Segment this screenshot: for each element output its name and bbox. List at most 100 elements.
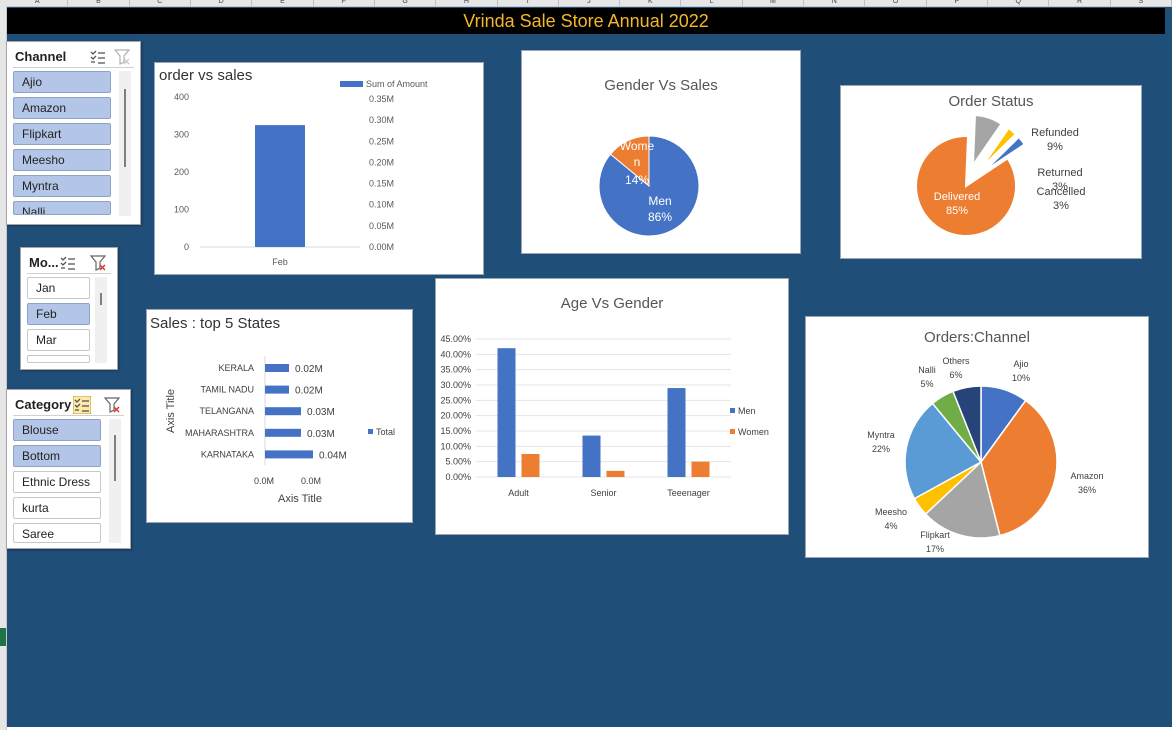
x-tick-label: Senior bbox=[590, 488, 616, 498]
column-header-g[interactable]: G bbox=[375, 0, 437, 6]
order-status-panel[interactable]: Order Status Delivered 85% Refunded 9% Retur… bbox=[840, 85, 1142, 259]
pie-slice-women bbox=[609, 135, 650, 188]
slicer-item-nalli[interactable]: Nalli bbox=[13, 201, 111, 215]
category-slicer-title: Category bbox=[15, 397, 72, 412]
column-header-l[interactable]: L bbox=[681, 0, 743, 6]
slicer-item-partial[interactable] bbox=[27, 355, 90, 363]
slice-name-label: Meesho bbox=[875, 507, 907, 517]
month-slicer[interactable]: Mo... Jan Feb Mar bbox=[20, 247, 118, 370]
chart-title: Gender Vs Sales bbox=[604, 77, 718, 94]
column-header-o[interactable]: O bbox=[865, 0, 927, 6]
order-vs-sales-chart: 0 100 200 300 400 0.00M 0.05M 0.10M 0.15M 0.20M 0.… bbox=[174, 79, 428, 267]
category-slicer-scrollbar[interactable] bbox=[109, 419, 121, 543]
slicer-item-feb[interactable]: Feb bbox=[27, 303, 90, 325]
column-header-q[interactable]: Q bbox=[988, 0, 1050, 6]
slicer-item-myntra[interactable]: Myntra bbox=[13, 175, 111, 197]
bar-tamil-nadu bbox=[265, 385, 289, 394]
slice-name-label: Returned bbox=[1037, 167, 1082, 179]
slice-name-label: Men bbox=[648, 194, 671, 208]
age-vs-gender-chart: 0.00% 5.00% 10.00% 15.00% 20.00% 25.00% 30.00%… bbox=[440, 334, 768, 498]
slice-value-label: 3% bbox=[1052, 181, 1068, 193]
category-label: KARNATAKA bbox=[201, 449, 254, 459]
y-tick-label: 30.00% bbox=[440, 380, 471, 390]
column-header-k[interactable]: K bbox=[620, 0, 682, 6]
legend-swatch bbox=[730, 408, 735, 413]
x-tick-label: Feb bbox=[272, 257, 288, 267]
column-header-i[interactable]: I bbox=[498, 0, 559, 6]
channel-slicer[interactable]: Channel Ajio Amazon Flipkart Meesho Mynt… bbox=[6, 41, 141, 225]
multi-select-icon[interactable] bbox=[59, 254, 77, 272]
y2-tick-label: 0.15M bbox=[369, 179, 394, 189]
slice-name-label: Others bbox=[942, 356, 970, 366]
column-header-h[interactable]: H bbox=[436, 0, 498, 6]
age-vs-gender-panel[interactable]: Age Vs Gender 0.00% 5.00% 10.00% 15.00% 20.0… bbox=[435, 278, 789, 535]
column-header-f[interactable]: F bbox=[314, 0, 375, 6]
slice-value-label: 9% bbox=[1047, 141, 1063, 153]
y-tick-label: 45.00% bbox=[440, 334, 471, 344]
legend-label: Total bbox=[376, 427, 395, 437]
orders-channel-chart: Ajio 10% Amazon 36% Flipkart 17% Meesho 4% Myntr… bbox=[867, 356, 1103, 554]
clear-filter-icon[interactable] bbox=[89, 254, 107, 272]
column-header-n[interactable]: N bbox=[804, 0, 866, 6]
orders-channel-panel[interactable]: Orders:Channel Ajio 10% Amazon 36% Flipkart 1… bbox=[805, 316, 1149, 558]
bar-kerala bbox=[265, 364, 289, 372]
slice-name-label: Ajio bbox=[1013, 359, 1028, 369]
slice-value-label: 6% bbox=[949, 370, 962, 380]
column-header-s[interactable]: S bbox=[1111, 0, 1172, 6]
y2-tick-label: 0.20M bbox=[369, 157, 394, 167]
column-header-d[interactable]: D bbox=[191, 0, 253, 6]
category-slicer[interactable]: Category Blouse Bottom Ethnic Dress kurt… bbox=[6, 389, 131, 549]
slicer-item-jan[interactable]: Jan bbox=[27, 277, 90, 299]
clear-filter-icon[interactable] bbox=[113, 48, 131, 66]
dashboard-title: Vrinda Sale Store Annual 2022 bbox=[463, 11, 709, 31]
legend-label: Sum of Amount bbox=[366, 79, 428, 89]
multi-select-icon[interactable] bbox=[89, 48, 107, 66]
channel-slicer-title: Channel bbox=[15, 49, 67, 64]
month-slicer-scrollbar[interactable] bbox=[95, 277, 107, 363]
pie-slice-flipkart bbox=[924, 460, 1001, 539]
column-header-m[interactable]: M bbox=[743, 0, 805, 6]
slice-value-label: 86% bbox=[648, 210, 672, 224]
y2-tick-label: 0.35M bbox=[369, 94, 394, 104]
slice-value-label: 36% bbox=[1078, 485, 1096, 495]
slicer-item-ajio[interactable]: Ajio bbox=[13, 71, 111, 93]
slicer-item-flipkart[interactable]: Flipkart bbox=[13, 123, 111, 145]
slicer-item-mar[interactable]: Mar bbox=[27, 329, 90, 351]
multi-select-icon[interactable] bbox=[73, 396, 91, 414]
column-header-j[interactable]: J bbox=[559, 0, 621, 6]
month-slicer-title: Mo... bbox=[29, 255, 59, 270]
column-header-r[interactable]: R bbox=[1049, 0, 1111, 6]
slice-name-label: Cancelled bbox=[1037, 186, 1086, 198]
month-slicer-header: Mo... bbox=[27, 253, 111, 274]
scrollbar-thumb[interactable] bbox=[100, 293, 102, 305]
clear-filter-icon[interactable] bbox=[103, 396, 121, 414]
sales-top-5-states-panel[interactable]: Sales : top 5 States KERALA 0.02M TAMIL NA… bbox=[146, 309, 413, 523]
slicer-item-meesho[interactable]: Meesho bbox=[13, 149, 111, 171]
slice-value-label: 4% bbox=[884, 521, 897, 531]
slice-name-label: Amazon bbox=[1070, 471, 1103, 481]
category-label: TELANGANA bbox=[199, 406, 254, 416]
bar-men-senior bbox=[582, 435, 601, 477]
slicer-item-kurta[interactable]: kurta bbox=[13, 497, 101, 519]
bar-women-adult bbox=[521, 454, 540, 477]
slicer-item-ethnic-dress[interactable]: Ethnic Dress bbox=[13, 471, 101, 493]
slicer-item-bottom[interactable]: Bottom bbox=[13, 445, 101, 467]
column-header-c[interactable]: C bbox=[130, 0, 191, 6]
scrollbar-thumb[interactable] bbox=[124, 89, 126, 167]
column-header-a[interactable]: A bbox=[7, 0, 69, 6]
gender-vs-sales-panel[interactable]: Gender Vs Sales Men 86% Wome n 14% bbox=[521, 50, 801, 254]
y-tick-label: 0 bbox=[184, 242, 189, 252]
column-header-b[interactable]: B bbox=[68, 0, 130, 6]
category-label: MAHARASHTRA bbox=[185, 428, 254, 438]
slicer-item-saree[interactable]: Saree bbox=[13, 523, 101, 543]
pie-slice-amazon bbox=[980, 399, 1058, 537]
category-label: KERALA bbox=[218, 363, 254, 373]
scrollbar-thumb[interactable] bbox=[114, 435, 116, 481]
order-vs-sales-panel[interactable]: order vs sales 0 100 200 300 400 0.00M 0.05M 0.… bbox=[154, 62, 484, 275]
bar-women-teeenager bbox=[691, 461, 710, 477]
slicer-item-amazon[interactable]: Amazon bbox=[13, 97, 111, 119]
column-header-e[interactable]: E bbox=[252, 0, 314, 6]
channel-slicer-scrollbar[interactable] bbox=[119, 71, 131, 216]
slicer-item-blouse[interactable]: Blouse bbox=[13, 419, 101, 441]
column-header-p[interactable]: P bbox=[927, 0, 989, 6]
